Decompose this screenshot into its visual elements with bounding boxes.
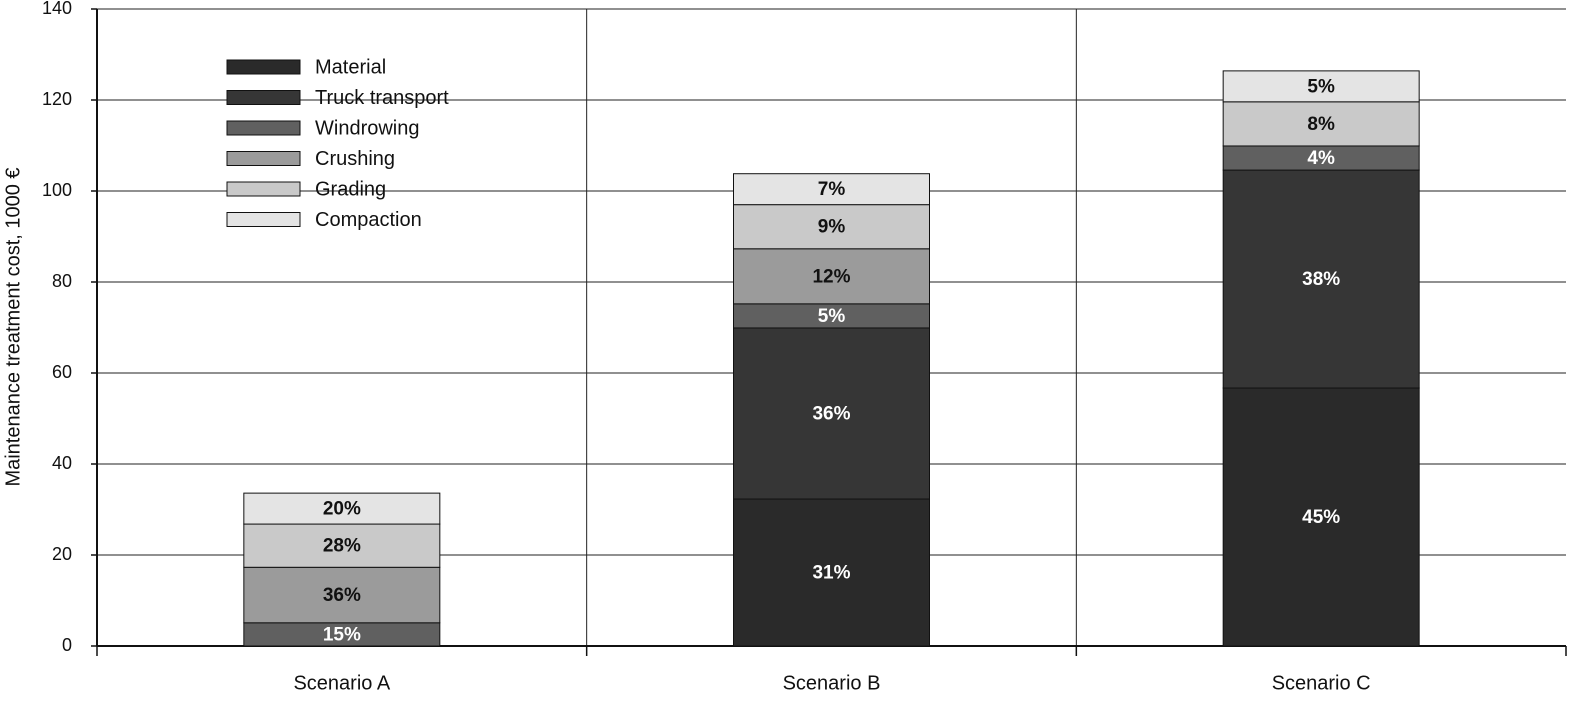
legend-swatch [226, 90, 301, 105]
legend-swatch [226, 181, 301, 197]
segment-label: 28% [323, 536, 361, 557]
bar-segment [243, 566, 441, 624]
segment-label: 31% [812, 563, 850, 584]
segment-label: 36% [812, 404, 850, 425]
legend-label: Compaction [315, 209, 422, 231]
legend-label: Windrowing [315, 117, 419, 139]
y-tick-label: 40 [52, 453, 72, 473]
y-tick-label: 120 [42, 89, 72, 109]
segment-label: 5% [1307, 76, 1335, 97]
segment-label: 8% [1307, 114, 1335, 135]
legend-swatch [226, 151, 301, 166]
bar-segment [1222, 169, 1420, 389]
bar-segment [733, 327, 930, 500]
segment-label: 20% [323, 499, 361, 520]
segment-label: 12% [812, 266, 850, 287]
segment-label: 15% [323, 624, 361, 645]
bar-segment [733, 303, 930, 329]
x-tick-label: Scenario C [1272, 672, 1371, 694]
bar-segment [1222, 387, 1420, 647]
bar-segment [733, 498, 930, 647]
bar-segment [1222, 101, 1420, 147]
bar-segment [1222, 70, 1420, 103]
segment-label: 36% [323, 585, 361, 606]
y-tick-label: 140 [42, 0, 72, 18]
segment-label: 7% [818, 179, 846, 200]
y-tick-label: 100 [42, 180, 72, 200]
segment-label: 38% [1302, 269, 1340, 290]
bar-segment [733, 173, 930, 206]
legend-label: Crushing [315, 148, 395, 170]
legend-swatch [226, 59, 301, 75]
segment-label: 45% [1302, 507, 1340, 528]
bar-segment [733, 248, 930, 305]
segment-label: 9% [818, 217, 846, 238]
legend-swatch [226, 120, 301, 136]
x-tick-label: Scenario B [783, 672, 881, 694]
y-tick-label: 60 [52, 362, 72, 382]
segment-label: 4% [1307, 148, 1335, 169]
y-tick-label: 20 [52, 544, 72, 564]
y-tick-label: 80 [52, 271, 72, 291]
bar-segment [1222, 145, 1420, 171]
legend-swatch [226, 212, 301, 227]
legend-label: Grading [315, 178, 386, 200]
bar-segment [243, 523, 441, 568]
segment-label: 5% [818, 306, 846, 327]
y-tick-label: 0 [62, 635, 72, 655]
legend-label: Truck transport [315, 87, 449, 109]
bar-segment [243, 492, 441, 525]
legend-label: Material [315, 56, 386, 78]
x-tick-label: Scenario A [293, 672, 390, 694]
y-axis-label: Maintenance treatment cost, 1000 € [2, 167, 24, 486]
